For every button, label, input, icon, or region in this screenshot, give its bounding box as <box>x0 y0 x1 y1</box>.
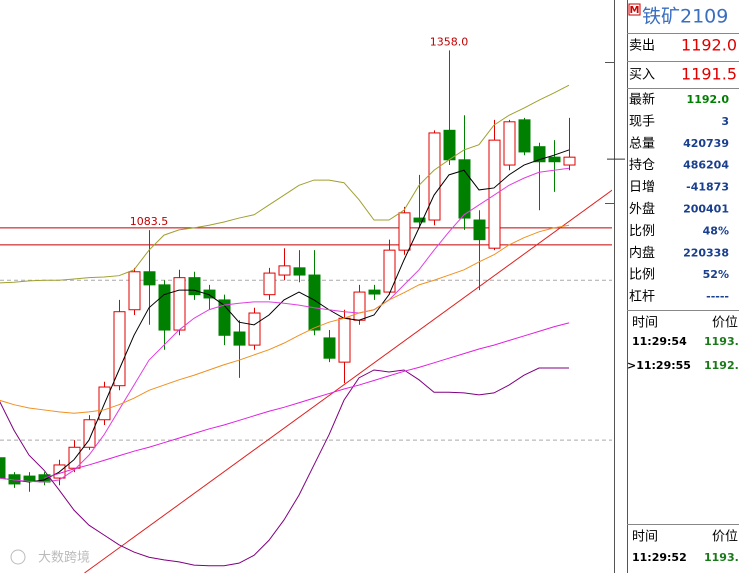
candle-body <box>263 272 276 296</box>
candle-body <box>113 311 126 387</box>
stat-label: 持仓 <box>629 158 655 173</box>
ticks-header: 价位 <box>712 530 738 545</box>
panel-separators <box>627 33 739 525</box>
candle-body <box>338 317 351 363</box>
candle-body <box>533 146 546 163</box>
candle-body <box>548 156 561 163</box>
stat-label: 现手 <box>629 114 655 129</box>
watermark: 大数跨境 <box>38 551 90 566</box>
stat-value: 3 <box>721 115 729 128</box>
candle-body <box>323 337 336 359</box>
tick-time: 11:29:52 <box>632 551 687 564</box>
candle-body <box>188 277 201 296</box>
candle-body <box>488 139 501 249</box>
candle-body <box>143 271 156 286</box>
symbol: 铁矿2109 <box>642 6 728 28</box>
trend-line <box>84 189 612 573</box>
candle-body <box>128 271 141 311</box>
candle-body <box>248 312 261 346</box>
stat-value: 1192.0 <box>687 93 730 106</box>
stat-label: 杠杆 <box>629 289 655 305</box>
indicator-line <box>0 367 569 567</box>
quote-value: 1192.0 <box>681 36 737 55</box>
tick-price: 1193.5 <box>704 551 739 564</box>
tick-price: 1192.0 <box>704 359 739 372</box>
candle-body <box>518 119 531 153</box>
candle-body <box>233 331 246 346</box>
quote-label: 卖出 <box>629 39 655 54</box>
stat-label: 总量 <box>629 136 655 151</box>
stat-value: 200401 <box>683 203 729 216</box>
indicator-line <box>0 149 570 483</box>
candle-body <box>413 217 426 223</box>
stat-value: 220338 <box>683 246 729 259</box>
candle-body <box>203 289 216 299</box>
tick-time: >11:29:55 <box>627 359 691 372</box>
badge-box <box>628 3 641 16</box>
high-label: 1358.0 <box>430 35 469 48</box>
candle-body <box>83 419 96 448</box>
candle-body <box>563 156 576 166</box>
candle-body <box>428 132 441 221</box>
candle-body <box>173 277 186 331</box>
tick-price: 1193.5 <box>704 335 739 348</box>
candle-body <box>68 446 81 469</box>
stat-value: 486204 <box>683 159 729 172</box>
indicator-line <box>0 224 570 414</box>
stat-label: 内盘 <box>629 245 655 261</box>
badge: M <box>630 5 640 16</box>
candle-body <box>383 249 396 293</box>
candle-body <box>0 457 6 479</box>
quote-value: 1191.5 <box>681 65 737 84</box>
indicator-line <box>43 322 570 479</box>
indicator-line <box>0 167 570 483</box>
watermark-icon <box>10 549 26 565</box>
stat-value: -41873 <box>686 181 729 194</box>
indicator-line <box>0 84 570 284</box>
candle-body <box>353 291 366 321</box>
stat-value: 52% <box>703 268 729 281</box>
ticks-header: 价位 <box>712 316 738 331</box>
ticks-header: 时间 <box>632 530 658 545</box>
stat-label: 外盘 <box>629 201 655 217</box>
stat-value: ----- <box>706 290 729 303</box>
candle-body <box>443 129 456 161</box>
stat-label: 比例 <box>629 224 655 239</box>
candle-body <box>473 219 486 241</box>
candle-body <box>293 267 306 276</box>
candle-body <box>308 274 321 331</box>
stat-label: 最新 <box>629 92 655 108</box>
stat-label: 日增 <box>629 180 655 195</box>
candle-body <box>278 265 291 276</box>
ticks-header: 时间 <box>632 316 658 331</box>
stat-label: 比例 <box>629 268 655 283</box>
tick-time: 11:29:54 <box>632 335 687 348</box>
stat-value: 48% <box>703 224 729 237</box>
candle-body <box>218 299 231 336</box>
quote-label: 买入 <box>629 68 655 83</box>
candle-body <box>458 159 471 219</box>
candle-body <box>158 284 171 331</box>
candle-body <box>503 121 516 166</box>
high-label: 1083.5 <box>130 215 169 228</box>
stat-value: 420739 <box>683 137 729 150</box>
candle-body <box>368 289 381 295</box>
candle-body <box>398 212 411 251</box>
